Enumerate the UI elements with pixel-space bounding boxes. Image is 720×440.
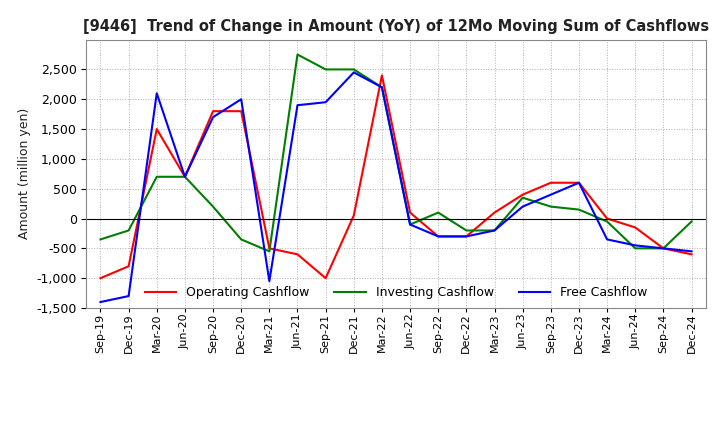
Free Cashflow [349, 70, 358, 75]
Operating Cashflow [265, 246, 274, 251]
Free Cashflow [181, 174, 189, 180]
Operating Cashflow [687, 252, 696, 257]
Free Cashflow [518, 204, 527, 209]
Investing Cashflow [181, 174, 189, 180]
Operating Cashflow [659, 246, 667, 251]
Operating Cashflow [406, 210, 415, 215]
Investing Cashflow [209, 204, 217, 209]
Operating Cashflow [181, 174, 189, 180]
Investing Cashflow [434, 210, 443, 215]
Operating Cashflow [349, 213, 358, 218]
Operating Cashflow [546, 180, 555, 185]
Investing Cashflow [349, 67, 358, 72]
Free Cashflow [321, 99, 330, 105]
Investing Cashflow [490, 228, 499, 233]
Operating Cashflow [490, 210, 499, 215]
Line: Operating Cashflow: Operating Cashflow [101, 75, 691, 278]
Investing Cashflow [462, 228, 471, 233]
Investing Cashflow [125, 228, 133, 233]
Free Cashflow [631, 243, 639, 248]
Free Cashflow [406, 222, 415, 227]
Free Cashflow [293, 103, 302, 108]
Operating Cashflow [321, 275, 330, 281]
Investing Cashflow [406, 222, 415, 227]
Investing Cashflow [321, 67, 330, 72]
Line: Free Cashflow: Free Cashflow [101, 73, 691, 302]
Free Cashflow [96, 299, 105, 304]
Investing Cashflow [237, 237, 246, 242]
Free Cashflow [687, 249, 696, 254]
Free Cashflow [125, 293, 133, 299]
Operating Cashflow [377, 73, 386, 78]
Free Cashflow [546, 192, 555, 197]
Investing Cashflow [293, 52, 302, 57]
Title: [9446]  Trend of Change in Amount (YoY) of 12Mo Moving Sum of Cashflows: [9446] Trend of Change in Amount (YoY) o… [83, 19, 709, 34]
Investing Cashflow [518, 195, 527, 200]
Free Cashflow [377, 84, 386, 90]
Operating Cashflow [518, 192, 527, 197]
Operating Cashflow [631, 225, 639, 230]
Free Cashflow [575, 180, 583, 185]
Y-axis label: Amount (million yen): Amount (million yen) [18, 108, 31, 239]
Free Cashflow [153, 91, 161, 96]
Operating Cashflow [96, 275, 105, 281]
Free Cashflow [659, 246, 667, 251]
Free Cashflow [209, 114, 217, 120]
Legend: Operating Cashflow, Investing Cashflow, Free Cashflow: Operating Cashflow, Investing Cashflow, … [140, 282, 652, 304]
Operating Cashflow [237, 109, 246, 114]
Investing Cashflow [631, 246, 639, 251]
Investing Cashflow [603, 219, 611, 224]
Operating Cashflow [293, 252, 302, 257]
Operating Cashflow [434, 234, 443, 239]
Free Cashflow [490, 228, 499, 233]
Free Cashflow [462, 234, 471, 239]
Free Cashflow [434, 234, 443, 239]
Operating Cashflow [575, 180, 583, 185]
Operating Cashflow [462, 234, 471, 239]
Investing Cashflow [575, 207, 583, 212]
Investing Cashflow [153, 174, 161, 180]
Investing Cashflow [687, 219, 696, 224]
Free Cashflow [603, 237, 611, 242]
Free Cashflow [237, 97, 246, 102]
Free Cashflow [265, 279, 274, 284]
Operating Cashflow [209, 109, 217, 114]
Investing Cashflow [659, 246, 667, 251]
Operating Cashflow [153, 126, 161, 132]
Line: Investing Cashflow: Investing Cashflow [101, 55, 691, 251]
Operating Cashflow [603, 216, 611, 221]
Investing Cashflow [546, 204, 555, 209]
Investing Cashflow [377, 84, 386, 90]
Operating Cashflow [125, 264, 133, 269]
Investing Cashflow [265, 249, 274, 254]
Investing Cashflow [96, 237, 105, 242]
